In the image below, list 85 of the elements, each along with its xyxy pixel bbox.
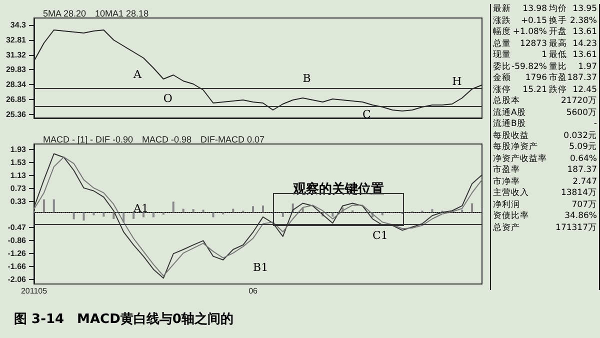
text: 总股本: [493, 96, 520, 108]
text: 0.032元: [564, 130, 597, 142]
text: 0.64%: [570, 154, 597, 165]
annotation: B: [302, 72, 311, 85]
text: 187.37: [567, 73, 597, 84]
text: -: [594, 119, 597, 130]
text: 净资产收益率: [493, 154, 547, 164]
text: 委比: [493, 62, 511, 73]
text: 换手: [549, 16, 567, 27]
text: 现量: [493, 50, 511, 62]
y-tick-label: 1.53: [10, 158, 27, 168]
text: 12873: [518, 38, 548, 50]
y-tick-label: 25.36: [6, 110, 27, 119]
text: 跌停: [549, 84, 567, 96]
text: 14.23: [572, 38, 597, 50]
text: 流通B股: [493, 119, 526, 130]
text: 12.45: [572, 84, 597, 96]
text: 金额: [493, 73, 511, 84]
y-tick-label: -2.06: [8, 274, 27, 284]
text: 幅度: [493, 27, 511, 38]
text: 总资产: [493, 222, 520, 234]
y-tick-label: 28.34: [6, 80, 27, 90]
y-tick-label: 0.73: [10, 184, 27, 194]
text: 最低: [549, 50, 567, 62]
text: 主营收入: [493, 188, 529, 200]
annotation: C: [362, 108, 371, 120]
text: +0.15: [520, 16, 548, 27]
text: 每股净资产: [493, 142, 538, 154]
text: 涨跌: [493, 16, 511, 26]
text: 5600万: [566, 108, 597, 119]
text: 13.61: [572, 50, 597, 62]
text: 市盈: [549, 73, 567, 84]
chart-subtitle: 5MA 28.20 10MA1 28.18: [43, 8, 149, 18]
y-tick-label: 1.13: [10, 171, 27, 180]
text: 市盈率: [493, 165, 520, 176]
text: 开盘: [549, 27, 567, 38]
text: 34.86%: [564, 211, 597, 222]
y-tick-label: 29.83: [6, 65, 27, 74]
y-tick-label: 31.32: [6, 50, 27, 60]
annotation: A: [134, 68, 142, 81]
text: 5.09元: [569, 142, 597, 154]
y-tick-label: 1.93: [10, 145, 27, 154]
y-tick-label: 0.33: [10, 197, 27, 206]
text: 15.21: [522, 84, 548, 96]
x-tick-label: 06: [248, 286, 258, 296]
y-tick-label: 26.85: [6, 95, 27, 104]
text: 最高: [549, 38, 567, 50]
annotation: C1: [372, 228, 388, 242]
annotation: B1: [253, 261, 268, 274]
text: 净利润: [493, 200, 520, 211]
text: +1.08%: [512, 27, 548, 38]
text: 均价: [549, 4, 567, 16]
text: 21720万: [560, 96, 597, 108]
text: 量比: [549, 62, 567, 72]
text: 资债比率: [493, 211, 529, 222]
y-tick-label: 32.81: [6, 35, 27, 44]
y-tick-label: -0.47: [8, 223, 27, 232]
y-tick-label: 34.3: [10, 20, 27, 30]
y-tick-label: -1.26: [8, 248, 27, 258]
annotation: O: [163, 92, 172, 105]
text: 最新: [493, 4, 511, 16]
text: 171317万: [556, 222, 597, 234]
text: 每股收益: [493, 130, 529, 142]
annotation: A1: [134, 202, 148, 215]
text: 13.95: [572, 4, 597, 16]
text: 2.747: [572, 176, 597, 188]
text: 13814万: [560, 188, 597, 200]
x-tick-label: 201105: [20, 286, 48, 296]
text: 1.97: [577, 62, 597, 73]
text: 总量: [493, 38, 511, 50]
text: 13.98: [522, 4, 548, 16]
text: 13.61: [572, 27, 597, 38]
text: 2.38%: [568, 16, 597, 27]
text: 187.37: [567, 165, 597, 176]
text: 市净率: [493, 176, 520, 188]
text: 707万: [572, 200, 597, 211]
y-tick-label: -1.66: [8, 262, 27, 271]
text: 流通A股: [493, 108, 526, 118]
annotation: H: [452, 75, 462, 88]
text: 图 3-14 MACD黄白线与0轴之间的: [14, 310, 234, 328]
text: 1: [540, 50, 548, 62]
text: 涨停: [493, 84, 511, 96]
y-tick-label: -0.86: [8, 236, 27, 245]
text: 1796: [524, 73, 548, 84]
text: -59.82%: [511, 62, 548, 73]
